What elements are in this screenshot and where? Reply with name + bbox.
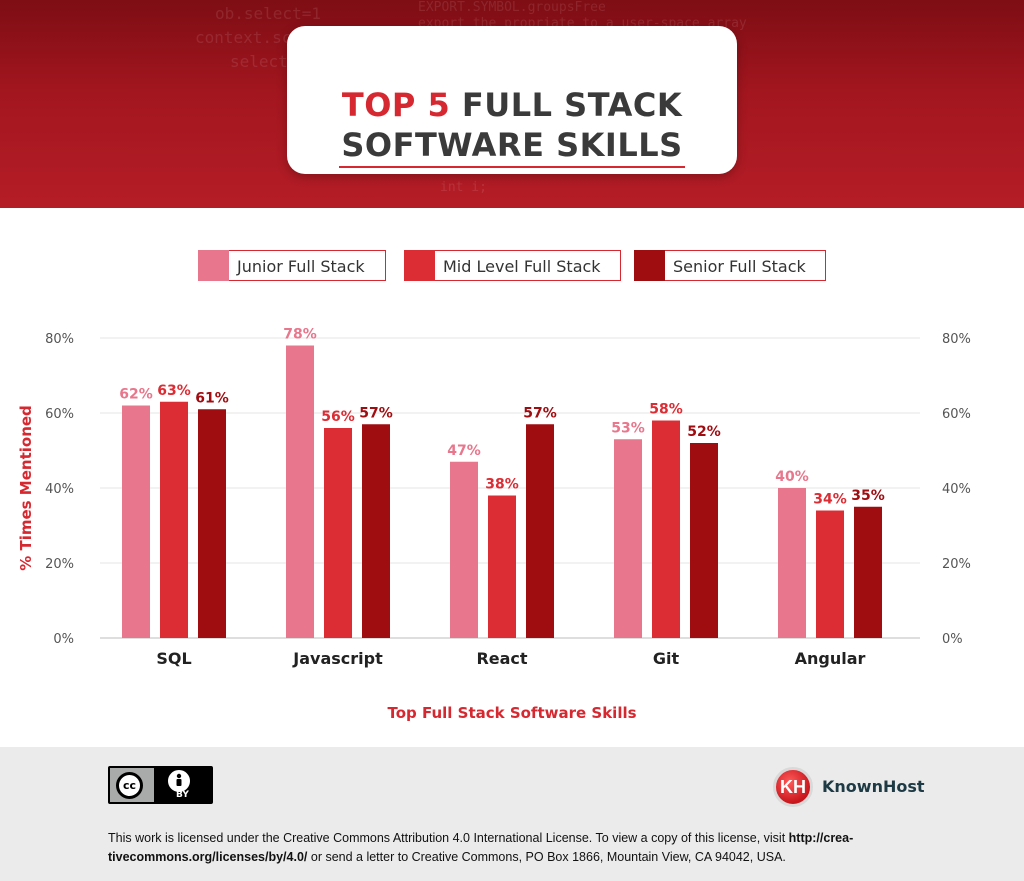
- legend-swatch-junior: [198, 250, 229, 281]
- chart-legend: Junior Full Stack Mid Level Full Stack S…: [0, 250, 1024, 282]
- y-tick-label-right: 40%: [942, 482, 971, 497]
- bar-value-label: 38%: [485, 477, 519, 493]
- bar-value-label: 47%: [447, 443, 481, 459]
- legend-swatch-senior: [634, 250, 665, 281]
- bar-value-label: 57%: [359, 405, 393, 421]
- cc-icon: cc: [116, 772, 143, 799]
- legend-item-senior: Senior Full Stack: [634, 250, 826, 281]
- license-text-part-2: or send a letter to Creative Commons, PO…: [307, 850, 786, 864]
- bar: [690, 443, 718, 638]
- x-category-label: React: [476, 649, 527, 668]
- legend-swatch-mid: [404, 250, 435, 281]
- legend-label-junior: Junior Full Stack: [237, 257, 365, 276]
- y-tick-label-left: 60%: [45, 407, 74, 422]
- bar-value-label: 56%: [321, 409, 355, 425]
- bar: [816, 510, 844, 638]
- y-tick-label-right: 60%: [942, 407, 971, 422]
- x-category-label: Angular: [795, 649, 866, 668]
- y-tick-label-right: 0%: [942, 632, 963, 647]
- license-text: This work is licensed under the Creative…: [108, 829, 908, 867]
- person-icon: [168, 770, 190, 792]
- bar: [362, 424, 390, 638]
- bar: [652, 420, 680, 638]
- legend-item-mid: Mid Level Full Stack: [404, 250, 621, 281]
- bar-value-label: 63%: [157, 383, 191, 399]
- cc-license-badge[interactable]: cc BY: [108, 766, 213, 804]
- bar: [614, 439, 642, 638]
- header-banner: ob.select=1 context.sc selecte EXPORT.SY…: [0, 0, 1024, 208]
- background-code-line: context.sc: [195, 28, 292, 47]
- bar-value-label: 62%: [119, 387, 153, 403]
- y-tick-label-left: 80%: [45, 332, 74, 347]
- bar: [324, 428, 352, 638]
- background-code-line: int i;: [440, 180, 487, 195]
- background-code-line: EXPORT.SYMBOL.groupsFree: [418, 0, 606, 15]
- license-link-part-1[interactable]: http://crea-: [788, 831, 854, 845]
- y-tick-label-right: 80%: [942, 332, 971, 347]
- bar: [160, 401, 188, 638]
- legend-label-mid: Mid Level Full Stack: [443, 257, 601, 276]
- bar: [854, 506, 882, 638]
- y-tick-label-left: 0%: [53, 632, 74, 647]
- bar: [488, 495, 516, 638]
- bar-chart: 0% 0% 20% 20% 40% 40% 60% 60% 80% 80% 62% 63% 61% SQL…: [17, 327, 971, 723]
- brand-name: KnownHost: [822, 777, 925, 796]
- x-category-label: SQL: [156, 649, 191, 668]
- bar-value-label: 57%: [523, 405, 557, 421]
- y-axis-title: % Times Mentioned: [17, 405, 35, 571]
- footer: cc BY KH KnownHost This work is licensed…: [0, 747, 1024, 881]
- bar-value-label: 58%: [649, 402, 683, 418]
- x-category-label: Git: [653, 649, 680, 668]
- bar-value-label: 34%: [813, 492, 847, 508]
- bar: [122, 405, 150, 638]
- cc-by-block: BY: [154, 768, 211, 802]
- x-axis-title: Top Full Stack Software Skills: [387, 704, 636, 722]
- bar-value-label: 78%: [283, 327, 317, 343]
- legend-item-junior: Junior Full Stack: [198, 250, 386, 281]
- bar: [526, 424, 554, 638]
- license-link-part-2[interactable]: tivecommons.org/licenses/by/4.0/: [108, 850, 308, 864]
- bar: [450, 461, 478, 638]
- bar-value-label: 35%: [851, 488, 885, 504]
- legend-label-senior: Senior Full Stack: [673, 257, 806, 276]
- title-underline: [339, 166, 685, 168]
- page-title-line-1: TOP 5 FULL STACK: [287, 86, 737, 124]
- cc-by-label: BY: [176, 790, 189, 800]
- bar-value-label: 40%: [775, 469, 809, 485]
- bar: [286, 345, 314, 638]
- title-card: TOP 5 FULL STACK SOFTWARE SKILLS: [287, 26, 737, 174]
- page-title-line-2: SOFTWARE SKILLS: [341, 126, 683, 164]
- background-code-line: selecte: [230, 52, 298, 71]
- knownhost-logo-icon: KH: [773, 767, 813, 807]
- title-rest: FULL STACK: [461, 86, 683, 124]
- bar: [778, 488, 806, 638]
- x-category-label: Javascript: [292, 649, 383, 668]
- background-code-line: ob.select=1: [215, 4, 321, 23]
- bar-value-label: 53%: [611, 420, 645, 436]
- title-accent: TOP 5: [341, 86, 451, 124]
- y-tick-label-left: 40%: [45, 482, 74, 497]
- license-text-part-1: This work is licensed under the Creative…: [108, 831, 789, 845]
- y-tick-label-left: 20%: [45, 557, 74, 572]
- bar-value-label: 61%: [195, 390, 229, 406]
- y-tick-label-right: 20%: [942, 557, 971, 572]
- bar-value-label: 52%: [687, 424, 721, 440]
- bar: [198, 409, 226, 638]
